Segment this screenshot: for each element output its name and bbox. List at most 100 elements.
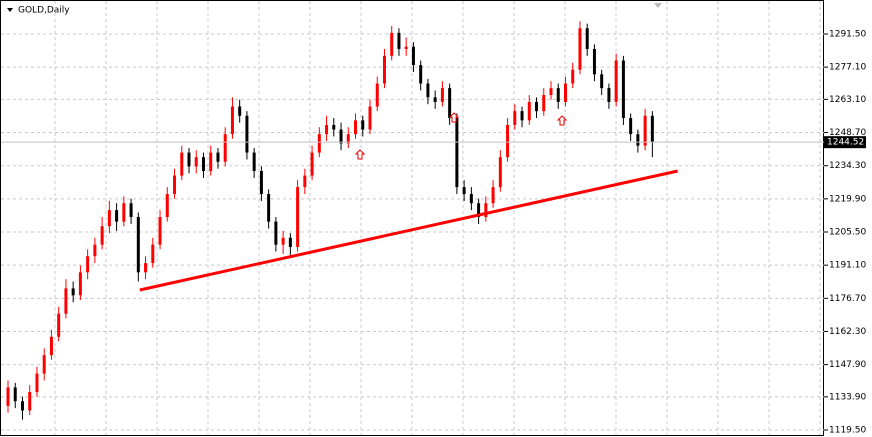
candle-body — [506, 124, 510, 158]
menu-triangle[interactable] — [7, 8, 13, 12]
candle-body — [462, 187, 466, 195]
candle-body — [382, 55, 386, 84]
candle-body — [484, 203, 488, 218]
candle-body — [563, 83, 567, 102]
candle-body — [614, 60, 618, 102]
candle-body — [332, 124, 336, 130]
candle-body — [216, 152, 220, 162]
candle-body — [296, 187, 300, 247]
last-price-label: 1244.52 — [827, 138, 864, 148]
y-tick-label: 1263.10 — [829, 95, 866, 105]
candle-body — [303, 175, 307, 188]
candle-body — [259, 170, 263, 195]
candle-body — [93, 244, 97, 257]
candle-body — [6, 387, 10, 406]
candle-body — [491, 187, 495, 204]
candle-body — [13, 387, 17, 402]
candle-body — [165, 194, 169, 218]
signal-arrow — [556, 115, 568, 126]
candle-body — [115, 210, 119, 222]
candle-body — [317, 134, 321, 153]
y-tick-label: 1291.50 — [829, 30, 866, 40]
signal-arrow — [354, 149, 366, 160]
candle-body — [209, 152, 213, 171]
candle-body — [426, 83, 430, 98]
y-tick-label: 1234.30 — [829, 161, 866, 171]
candle-body — [629, 118, 633, 135]
y-tick-label: 1248.70 — [829, 128, 866, 138]
candle-body — [477, 203, 481, 218]
candle-body — [556, 88, 560, 102]
candle-body — [433, 97, 437, 102]
candle-body — [600, 74, 604, 89]
candle-body — [230, 106, 234, 135]
candle-body — [621, 60, 625, 119]
scroll-marker — [654, 3, 662, 8]
candle-body — [288, 237, 292, 247]
candle-body — [650, 115, 654, 143]
candle-body — [571, 69, 575, 84]
candle-body — [122, 203, 126, 222]
signal-arrow — [448, 112, 460, 123]
candle-body — [107, 210, 111, 227]
candle-body — [158, 217, 162, 245]
candle-body — [513, 111, 517, 125]
candle-body — [542, 95, 546, 112]
candle-body — [151, 244, 155, 264]
candle-body — [549, 88, 553, 96]
candle-body — [86, 256, 90, 273]
candle-body — [643, 115, 647, 146]
candle-body — [339, 129, 343, 144]
y-tick-label: 1133.90 — [829, 392, 866, 402]
candle-body — [607, 88, 611, 102]
candle-body — [440, 88, 444, 102]
candle-body — [35, 373, 39, 393]
candle-body — [455, 118, 459, 188]
y-tick-label: 1176.70 — [829, 294, 866, 304]
candle-body — [187, 152, 191, 167]
candle-body — [64, 288, 68, 314]
candle-body — [100, 226, 104, 245]
candle-body — [267, 194, 271, 222]
candle-body — [535, 101, 539, 112]
candle-body — [520, 111, 524, 121]
candle-body — [238, 106, 242, 116]
candle-body — [136, 217, 140, 273]
candle-body — [49, 336, 53, 356]
candle-body — [57, 313, 61, 337]
candle-body — [274, 221, 278, 245]
y-tick-label: 1162.30 — [829, 327, 866, 337]
candle-body — [201, 157, 205, 171]
candle-body — [354, 120, 358, 135]
candle-body — [28, 392, 32, 411]
candle-body — [173, 175, 177, 195]
candle-body — [20, 401, 24, 411]
candle-body — [252, 152, 256, 171]
y-tick-label: 1205.50 — [829, 228, 866, 238]
candle-body — [448, 88, 452, 119]
y-tick-label: 1219.90 — [829, 194, 866, 204]
candle-body — [498, 157, 502, 188]
candle-body — [636, 134, 640, 146]
candle-body — [78, 272, 82, 296]
candle-body — [180, 152, 184, 176]
trendline — [139, 169, 679, 292]
candle-body — [325, 124, 329, 135]
candle-body — [310, 152, 314, 176]
candle-body — [419, 65, 423, 84]
candle-body — [390, 32, 394, 56]
candle-body — [194, 157, 198, 167]
y-tick-label: 1147.90 — [829, 360, 866, 370]
candle-body — [346, 134, 350, 144]
candle-body — [129, 203, 133, 218]
candle-body — [144, 263, 148, 273]
candle-body — [361, 120, 365, 130]
candle-body — [71, 288, 75, 296]
candle-body — [245, 115, 249, 153]
candle-body — [585, 28, 589, 49]
candle-body — [469, 194, 473, 204]
last-price-box — [824, 136, 866, 149]
candle-body — [578, 28, 582, 70]
candle-body — [223, 134, 227, 162]
